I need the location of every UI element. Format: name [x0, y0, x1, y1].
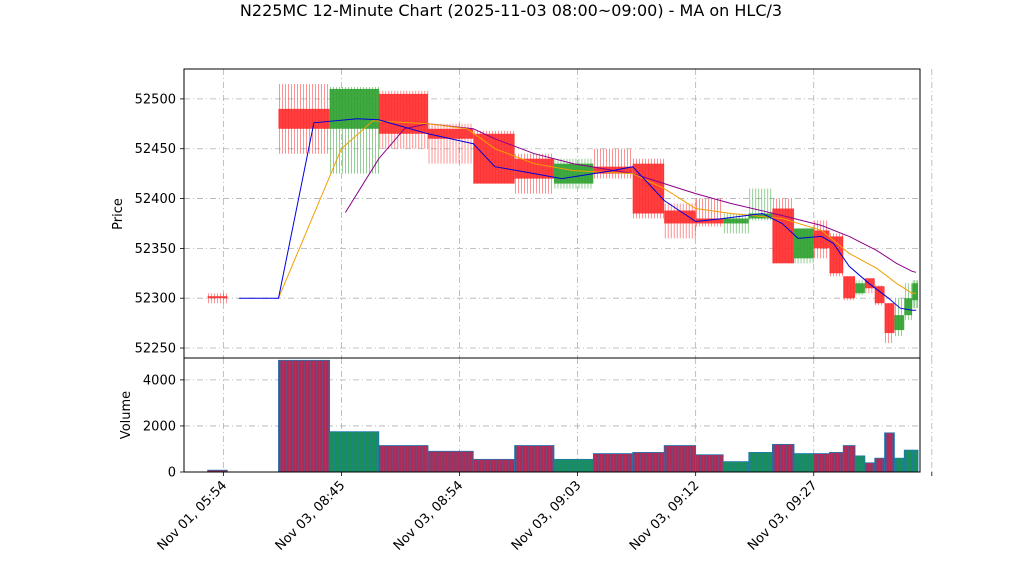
volume-y-tick-label: 2000 [143, 419, 176, 434]
price-y-ticks: 52250 52300 52350 52400 52450 52500 [135, 92, 184, 357]
candle-body-up [855, 283, 865, 294]
candle-body-down [428, 128, 474, 139]
candle-body-down [378, 93, 429, 134]
ma-mid-line [278, 120, 917, 299]
volume-y-label: Volume [119, 391, 134, 439]
x-tick-label: Nov 03, 09:03 [509, 478, 585, 554]
candle-body-down [514, 158, 554, 179]
volume-bar [911, 449, 919, 473]
candle-body-down [843, 276, 856, 299]
price-y-tick-label: 52450 [135, 142, 176, 157]
volume-bar [278, 359, 331, 473]
candle-body-down [664, 210, 696, 224]
x-axis-ticks: Nov 01, 05:54 Nov 03, 08:45 Nov 03, 08:54 N… [155, 472, 933, 554]
candle-body-up [723, 218, 749, 224]
candle-body-up [894, 315, 905, 331]
moving-average-lines [239, 118, 917, 311]
volume-y-tick-label: 0 [168, 466, 176, 481]
volume-bar [378, 445, 429, 473]
candle-body-down [772, 208, 795, 264]
candle-body-down [874, 286, 885, 304]
volume-y-ticks: 0 2000 4000 [143, 373, 184, 481]
x-tick-label: Nov 03, 08:54 [391, 478, 467, 554]
candle-body-up [329, 88, 379, 129]
volume-bar [592, 453, 634, 473]
price-gridlines [184, 69, 933, 358]
ma-fast-line [239, 118, 917, 311]
chart-title: N225MC 12-Minute Chart (2025-11-03 08:00… [240, 1, 782, 20]
price-y-tick-label: 52500 [135, 92, 176, 107]
price-y-tick-label: 52350 [135, 242, 176, 257]
volume-bar [903, 449, 913, 473]
candle-body-up [794, 228, 814, 259]
volume-panel-border [183, 357, 921, 473]
volume-bar [329, 431, 380, 473]
candle-body-down [278, 108, 330, 129]
price-panel: 52250 52300 52350 52400 52450 52500 Price [111, 68, 933, 359]
price-y-tick-label: 52300 [135, 292, 176, 307]
candle-body-up [904, 298, 913, 316]
x-tick-label: Nov 03, 09:27 [745, 478, 821, 554]
x-tick-label: Nov 03, 09:12 [627, 478, 703, 554]
candle-body-up [912, 283, 919, 301]
volume-bar [553, 458, 594, 473]
candle-body-down [813, 230, 830, 249]
volume-bar [427, 450, 474, 473]
price-y-tick-label: 52400 [135, 192, 176, 207]
candle-body-down [695, 218, 724, 224]
candle-body-down [884, 303, 895, 334]
volume-bar [514, 445, 555, 473]
x-tick-label: Nov 01, 05:54 [155, 478, 231, 554]
x-tick-label: Nov 03, 08:45 [273, 478, 349, 554]
candle-body-down [207, 296, 228, 299]
price-y-label: Price [111, 198, 126, 230]
candle-body-up [553, 163, 594, 184]
volume-bar [722, 461, 750, 473]
volume-y-tick-label: 4000 [143, 373, 176, 388]
candle-body-down [473, 133, 515, 184]
price-y-tick-label: 52250 [135, 342, 176, 357]
candle-body-down [864, 278, 875, 289]
volume-bars [207, 359, 919, 473]
volume-panel: 0 2000 4000 Volume [119, 357, 933, 481]
